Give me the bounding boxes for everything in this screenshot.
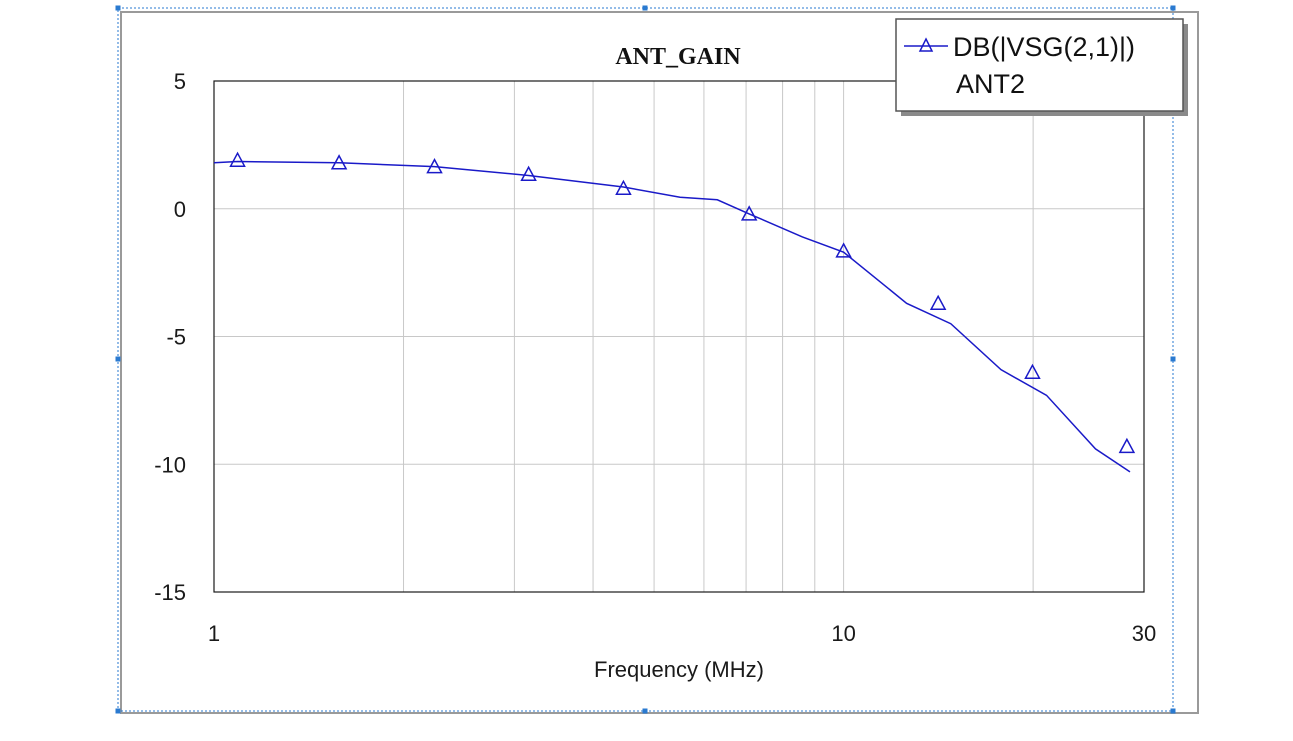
y-tick-label: 0 (174, 197, 186, 222)
chart-title: ANT_GAIN (615, 44, 741, 70)
data-point-triangle (1024, 363, 1041, 380)
selection-handle (1170, 356, 1176, 362)
x-axis-label: Frequency (MHz) (594, 657, 764, 682)
grid (214, 80, 1145, 593)
tick-labels: 5 0 -5 -10 -15 1 10 30 (154, 69, 1156, 646)
data-point-triangle (229, 151, 246, 167)
selection-handle (115, 708, 121, 714)
selection-handle (1170, 708, 1176, 714)
data-point-triangle (520, 165, 537, 182)
data-point-triangle (740, 205, 758, 221)
legend[interactable]: DB(|VSG(2,1)|) ANT2 (895, 18, 1188, 116)
selection-handle (1170, 5, 1176, 11)
selection-handle (115, 356, 121, 362)
y-tick-label: -10 (154, 452, 186, 477)
plot-area (213, 80, 1145, 593)
y-tick-label: 5 (174, 69, 186, 94)
data-point-triangle (426, 158, 443, 174)
data-point-triangle (835, 242, 852, 258)
selection-handle (115, 5, 121, 11)
data-point-triangle (1118, 437, 1136, 454)
y-tick-label: -5 (166, 325, 186, 350)
series-group (213, 151, 1136, 473)
legend-series-name: DB(|VSG(2,1)|) (953, 32, 1135, 62)
legend-box (895, 18, 1184, 112)
series-line (213, 160, 1131, 473)
selection-handle (642, 5, 648, 11)
data-point-triangle (929, 294, 947, 311)
plot-border (213, 80, 1145, 593)
data-point-triangle (615, 179, 632, 196)
x-tick-label: 10 (831, 621, 855, 646)
selection-handle (642, 708, 648, 714)
data-point-triangle (330, 154, 348, 170)
x-tick-label: 1 (208, 621, 220, 646)
x-tick-label: 30 (1132, 621, 1156, 646)
frame-shadow (120, 11, 1199, 714)
legend-series-sublabel: ANT2 (956, 69, 1025, 99)
legend-marker-triangle-icon (918, 37, 934, 52)
chart-frame (115, 5, 1199, 714)
y-tick-label: -15 (154, 580, 186, 605)
